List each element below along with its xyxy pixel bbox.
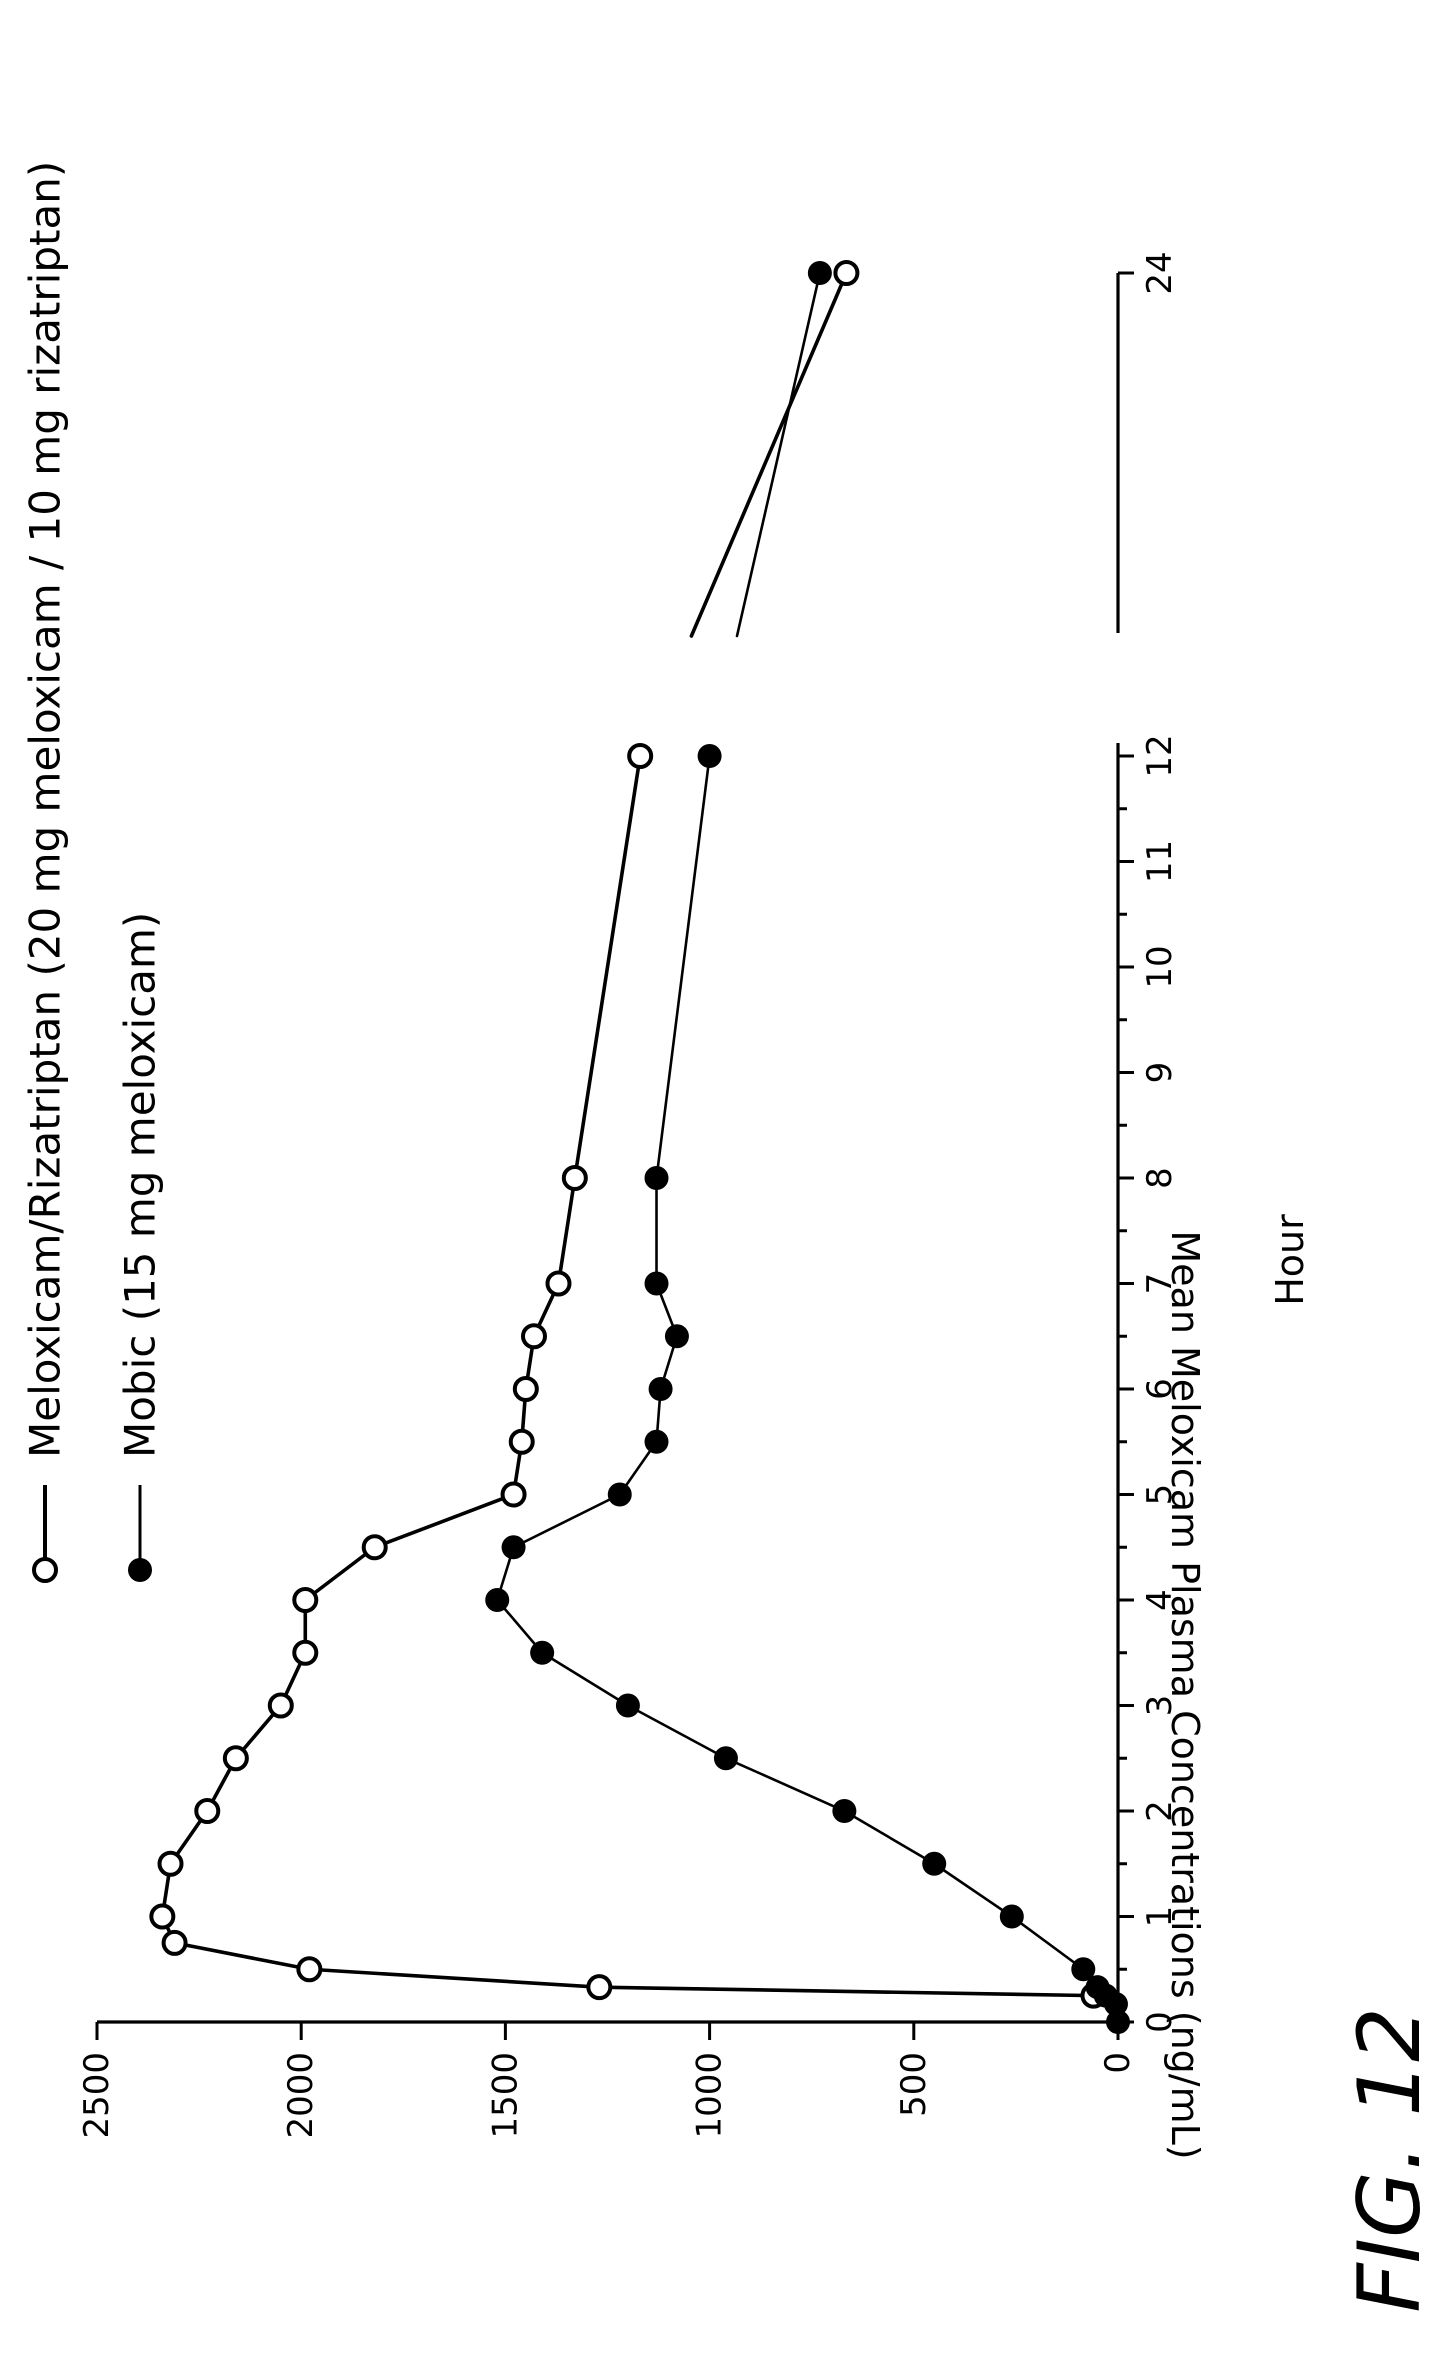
legend-label-meloxicam-rizatriptan: Meloxicam/Rizatriptan (20 mg meloxicam /…	[21, 161, 70, 1458]
data-point	[627, 743, 654, 769]
y-tick-label: 1500	[485, 2052, 525, 2139]
x-tick-label: 1	[1140, 1906, 1180, 1928]
data-point	[644, 1271, 669, 1296]
data-point	[194, 1798, 221, 1824]
x-axis-title: Hour	[1268, 1214, 1312, 1306]
x-tick-label: 12	[1140, 734, 1180, 777]
data-point	[485, 1588, 510, 1612]
x-tick-label: 24	[1140, 251, 1180, 294]
data-point	[832, 1799, 857, 1823]
x-tick-label: 11	[1140, 840, 1180, 883]
data-point	[999, 1904, 1024, 1929]
data-point	[500, 1481, 527, 1508]
data-point	[222, 1745, 249, 1772]
legend: Meloxicam/Rizatriptan (20 mg meloxicam /…	[21, 161, 165, 1583]
data-point	[267, 1692, 294, 1719]
series-mobic	[485, 261, 1130, 2034]
series-line	[160, 754, 1096, 1998]
data-point	[1085, 1975, 1110, 2000]
data-point	[586, 1974, 613, 2001]
series-meloxicam-rizatriptan	[149, 260, 1107, 2009]
y-tick-label: 2000	[281, 2052, 321, 2139]
data-point	[713, 1746, 738, 1771]
x-tick-label: 6	[1140, 1378, 1180, 1400]
data-point	[512, 1376, 539, 1402]
data-point	[644, 1166, 669, 1190]
series-line-after-break	[689, 271, 849, 638]
series-line-after-break	[735, 271, 822, 638]
series-group	[149, 260, 1130, 2034]
data-point	[561, 1165, 588, 1191]
data-point	[922, 1851, 947, 1876]
data-point	[648, 1377, 673, 1401]
data-point	[697, 744, 722, 768]
x-tick-label: 7	[1140, 1273, 1180, 1295]
x-tick-label: 8	[1140, 1167, 1180, 1189]
data-point	[292, 1587, 319, 1613]
data-point	[545, 1270, 572, 1297]
y-axis-title: Mean Meloxicam Plasma Concentrations (ng…	[1163, 1230, 1207, 2159]
data-point	[807, 261, 832, 285]
y-tick-label: 1000	[690, 2052, 730, 2139]
data-point	[296, 1956, 323, 1983]
x-tick-label: 3	[1140, 1695, 1180, 1717]
y-tick-label: 0	[1098, 2052, 1138, 2074]
x-tick-label: 5	[1140, 1484, 1180, 1506]
data-point	[508, 1428, 535, 1455]
y-tick-label: 500	[894, 2052, 934, 2117]
data-point	[501, 1535, 526, 1560]
x-tick-label: 4	[1140, 1589, 1180, 1611]
data-point	[157, 1850, 184, 1877]
legend-marker-filled-circle	[128, 1558, 152, 1582]
x-tick-label: 0	[1140, 2011, 1180, 2033]
figure-caption: FIG. 12	[1340, 2007, 1440, 2313]
data-point	[161, 1929, 188, 1956]
data-point	[607, 1482, 632, 1507]
axes	[97, 273, 1120, 2024]
data-point	[361, 1534, 388, 1561]
data-point	[149, 1903, 176, 1930]
y-tick-label: 2500	[77, 2052, 117, 2139]
data-point	[615, 1693, 640, 1718]
data-point	[664, 1324, 689, 1349]
x-tick-label: 2	[1140, 1800, 1180, 1822]
y-axis-ticks: 0 500 1000 1500 2000 2500	[77, 2022, 1138, 2139]
data-point	[833, 260, 860, 286]
data-point	[530, 1640, 555, 1665]
data-point	[644, 1429, 669, 1454]
series-line	[495, 754, 1120, 2024]
data-point	[292, 1639, 319, 1666]
x-tick-label: 9	[1140, 1062, 1180, 1084]
data-point	[520, 1323, 547, 1350]
x-tick-label: 10	[1140, 945, 1180, 988]
data-point	[1071, 1957, 1096, 1982]
legend-label-mobic: Mobic (15 mg meloxicam)	[116, 912, 165, 1458]
legend-marker-open-circle	[32, 1557, 58, 1583]
data-point	[1106, 2010, 1130, 2034]
